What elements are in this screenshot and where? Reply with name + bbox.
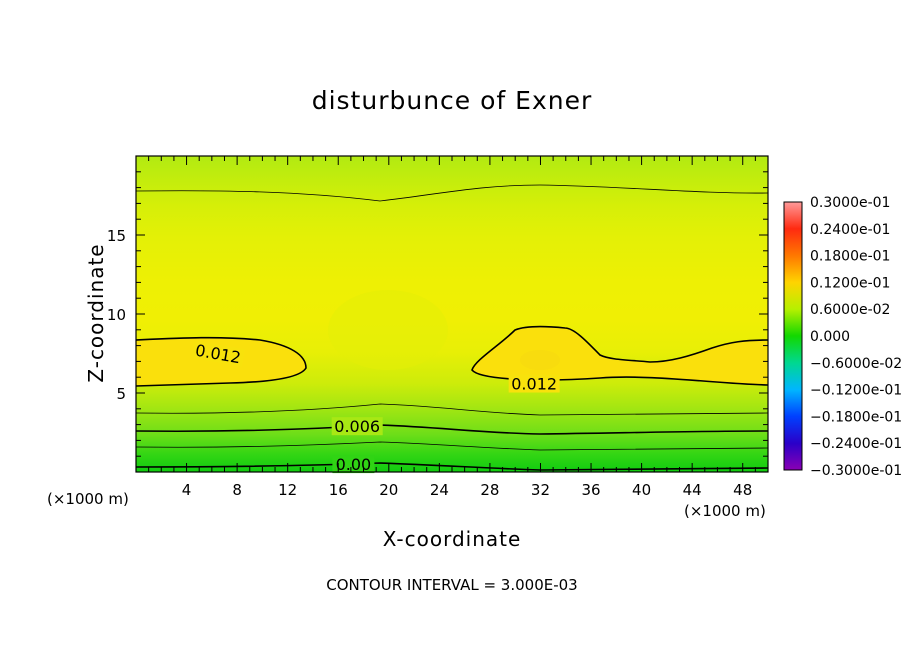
x-tick-label: 8 bbox=[232, 481, 242, 499]
x-unit-label-right: (×1000 m) bbox=[684, 502, 766, 520]
colorbar-label: −0.2400e-01 bbox=[810, 436, 902, 452]
x-tick-label: 32 bbox=[531, 481, 550, 499]
contour-line-000 bbox=[136, 462, 768, 471]
contour-label-mask bbox=[508, 374, 560, 393]
contour-label-mask bbox=[191, 340, 245, 367]
colorbar-label: 0.1800e-01 bbox=[810, 249, 890, 265]
contour-label: 0.00 bbox=[336, 455, 372, 474]
contour-line-0003 bbox=[136, 441, 768, 451]
colorbar-label: 0.3000e-01 bbox=[810, 195, 890, 211]
x-tick-label: 48 bbox=[733, 481, 752, 499]
contour-line-0006 bbox=[136, 424, 768, 435]
contour-fill-center-dip bbox=[328, 290, 448, 370]
contour-line-0009 bbox=[136, 403, 768, 416]
x-tick-label: 28 bbox=[480, 481, 499, 499]
x-tick-label: 12 bbox=[278, 481, 297, 499]
contour-interval-text: CONTOUR INTERVAL = 3.000E-03 bbox=[326, 576, 578, 594]
x-tick-label: 24 bbox=[430, 481, 449, 499]
chart-title: disturbunce of Exner bbox=[311, 86, 593, 115]
contour-line-0012-right bbox=[471, 325, 768, 386]
colorbar-label: 0.000 bbox=[810, 329, 850, 345]
contour-label: 0.006 bbox=[334, 417, 380, 436]
x-tick-label: 20 bbox=[379, 481, 398, 499]
y-tick-label: 15 bbox=[107, 227, 126, 245]
colorbar-label: 0.1200e-01 bbox=[810, 275, 890, 291]
contour-fill-core-max bbox=[520, 350, 560, 370]
contour-fill-core-right bbox=[472, 326, 768, 385]
contour-field bbox=[136, 156, 768, 472]
colorbar-label: −0.6000e-02 bbox=[810, 356, 902, 372]
colorbar-label: −0.1800e-01 bbox=[810, 409, 902, 425]
contour-label-mask bbox=[331, 417, 383, 436]
colorbar-label: −0.3000e-01 bbox=[810, 463, 902, 479]
x-axis-label: X-coordinate bbox=[382, 527, 522, 551]
x-tick-label: 16 bbox=[329, 481, 348, 499]
x-unit-label-left: (×1000 m) bbox=[47, 490, 129, 508]
colorbar-label: −0.1200e-01 bbox=[810, 383, 902, 399]
x-tick-label: 4 bbox=[182, 481, 192, 499]
y-tick-label: 10 bbox=[107, 306, 126, 324]
y-tick-label: 5 bbox=[116, 385, 126, 403]
contour-label: 0.012 bbox=[511, 375, 557, 394]
colorbar bbox=[783, 201, 803, 471]
x-tick-label: 36 bbox=[581, 481, 600, 499]
x-tick-label: 40 bbox=[632, 481, 651, 499]
colorbar-label: 0.6000e-02 bbox=[810, 302, 890, 318]
x-tick-label: 44 bbox=[683, 481, 702, 499]
contour-line-upper bbox=[136, 184, 768, 202]
contour-line-0012-left bbox=[136, 336, 307, 387]
colorbar-label: 0.2400e-01 bbox=[810, 222, 890, 238]
